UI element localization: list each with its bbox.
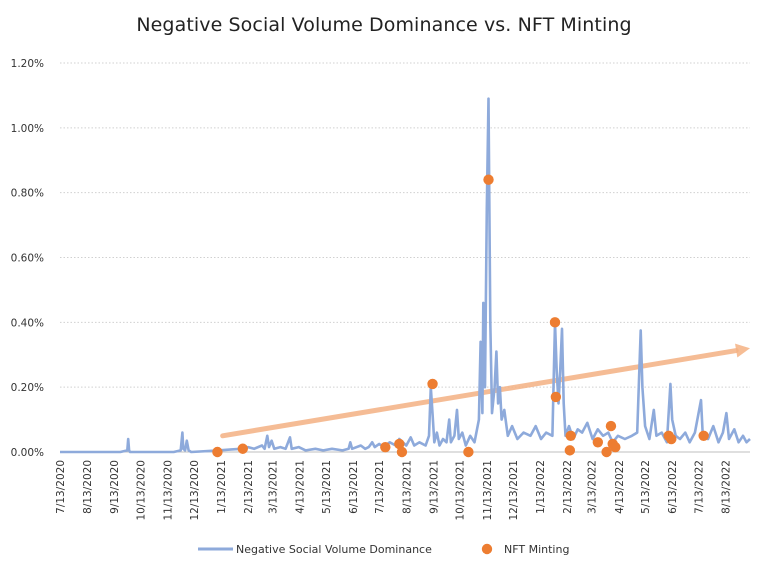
nft-minting-point bbox=[610, 441, 621, 453]
y-tick-label: 0.00% bbox=[11, 447, 44, 459]
nft-minting-point bbox=[394, 438, 405, 450]
y-tick-label: 1.00% bbox=[11, 123, 44, 135]
x-tick-label: 5/13/2022 bbox=[640, 460, 652, 514]
nft-minting-point bbox=[380, 441, 391, 453]
nft-minting-point bbox=[483, 174, 494, 185]
x-tick-label: 7/13/2021 bbox=[374, 460, 386, 514]
gridlines bbox=[60, 62, 750, 453]
nft-minting-point bbox=[396, 446, 408, 458]
chart-title: Negative Social Volume Dominance vs. NFT… bbox=[136, 14, 632, 36]
x-axis-tick-labels: 7/13/2020 8/13/2020 9/13/2020 10/13/2020 11/… bbox=[55, 460, 733, 521]
series-line-layer bbox=[60, 97, 751, 454]
nft-minting-point bbox=[565, 430, 576, 441]
x-tick-label: 4/13/2022 bbox=[614, 460, 626, 514]
nft-minting-point bbox=[237, 443, 248, 454]
legend: Negative Social Volume Dominance NFT Mint… bbox=[198, 543, 569, 556]
x-tick-label: 7/13/2022 bbox=[693, 460, 705, 514]
y-tick-label: 0.40% bbox=[11, 317, 44, 329]
nft-minting-point bbox=[212, 446, 223, 458]
y-tick-label: 0.20% bbox=[11, 382, 44, 394]
legend-swatch-dot bbox=[481, 543, 493, 555]
x-tick-label: 11/13/2021 bbox=[482, 460, 494, 521]
x-tick-label: 6/13/2021 bbox=[348, 460, 360, 514]
nft-minting-point bbox=[550, 391, 562, 403]
x-tick-label: 12/13/2020 bbox=[189, 460, 201, 521]
x-tick-label: 9/13/2020 bbox=[109, 460, 121, 514]
x-tick-label: 6/13/2022 bbox=[667, 460, 679, 514]
x-tick-label: 3/13/2021 bbox=[268, 460, 280, 514]
x-tick-label: 2/13/2022 bbox=[562, 460, 574, 514]
scatter-points bbox=[212, 174, 709, 458]
nft-minting-point bbox=[698, 430, 709, 441]
nft-minting-point bbox=[549, 317, 561, 328]
x-tick-label: 8/13/2022 bbox=[721, 460, 733, 514]
x-tick-label: 7/13/2020 bbox=[55, 460, 67, 514]
x-tick-label: 1/13/2021 bbox=[216, 460, 228, 514]
nft-minting-point bbox=[666, 433, 677, 445]
x-tick-label: 4/13/2021 bbox=[295, 460, 307, 514]
x-tick-label: 10/13/2021 bbox=[455, 460, 467, 521]
series-line-negative-social-volume-dominance bbox=[60, 97, 751, 454]
x-tick-label: 8/13/2021 bbox=[401, 460, 413, 514]
nft-minting-point bbox=[601, 446, 612, 458]
nft-minting-point bbox=[592, 437, 604, 448]
nft-minting-point bbox=[427, 378, 438, 390]
x-tick-label: 2/13/2021 bbox=[243, 460, 255, 514]
x-tick-label: 1/13/2022 bbox=[535, 460, 547, 514]
y-tick-label: 0.80% bbox=[11, 188, 44, 200]
y-tick-label: 0.60% bbox=[11, 253, 44, 265]
x-tick-label: 10/13/2020 bbox=[135, 460, 147, 521]
nft-minting-point bbox=[605, 420, 617, 432]
legend-label-line: Negative Social Volume Dominance bbox=[236, 543, 432, 556]
nft-minting-point bbox=[564, 445, 576, 456]
x-tick-label: 3/13/2022 bbox=[587, 460, 599, 514]
x-tick-label: 11/13/2020 bbox=[163, 460, 175, 521]
x-tick-label: 5/13/2021 bbox=[321, 460, 333, 514]
x-tick-label: 12/13/2021 bbox=[508, 460, 520, 521]
x-tick-label: 9/13/2021 bbox=[428, 460, 440, 514]
legend-label-dot: NFT Minting bbox=[504, 543, 569, 556]
x-tick-label: 8/13/2020 bbox=[82, 460, 94, 514]
y-axis-tick-labels: 0.00% 0.20% 0.40% 0.60% 0.80% 1.00% 1.20% bbox=[11, 58, 44, 459]
nft-minting-point bbox=[463, 446, 474, 458]
trend-arrow-head bbox=[735, 343, 750, 358]
y-tick-label: 1.20% bbox=[11, 58, 44, 70]
